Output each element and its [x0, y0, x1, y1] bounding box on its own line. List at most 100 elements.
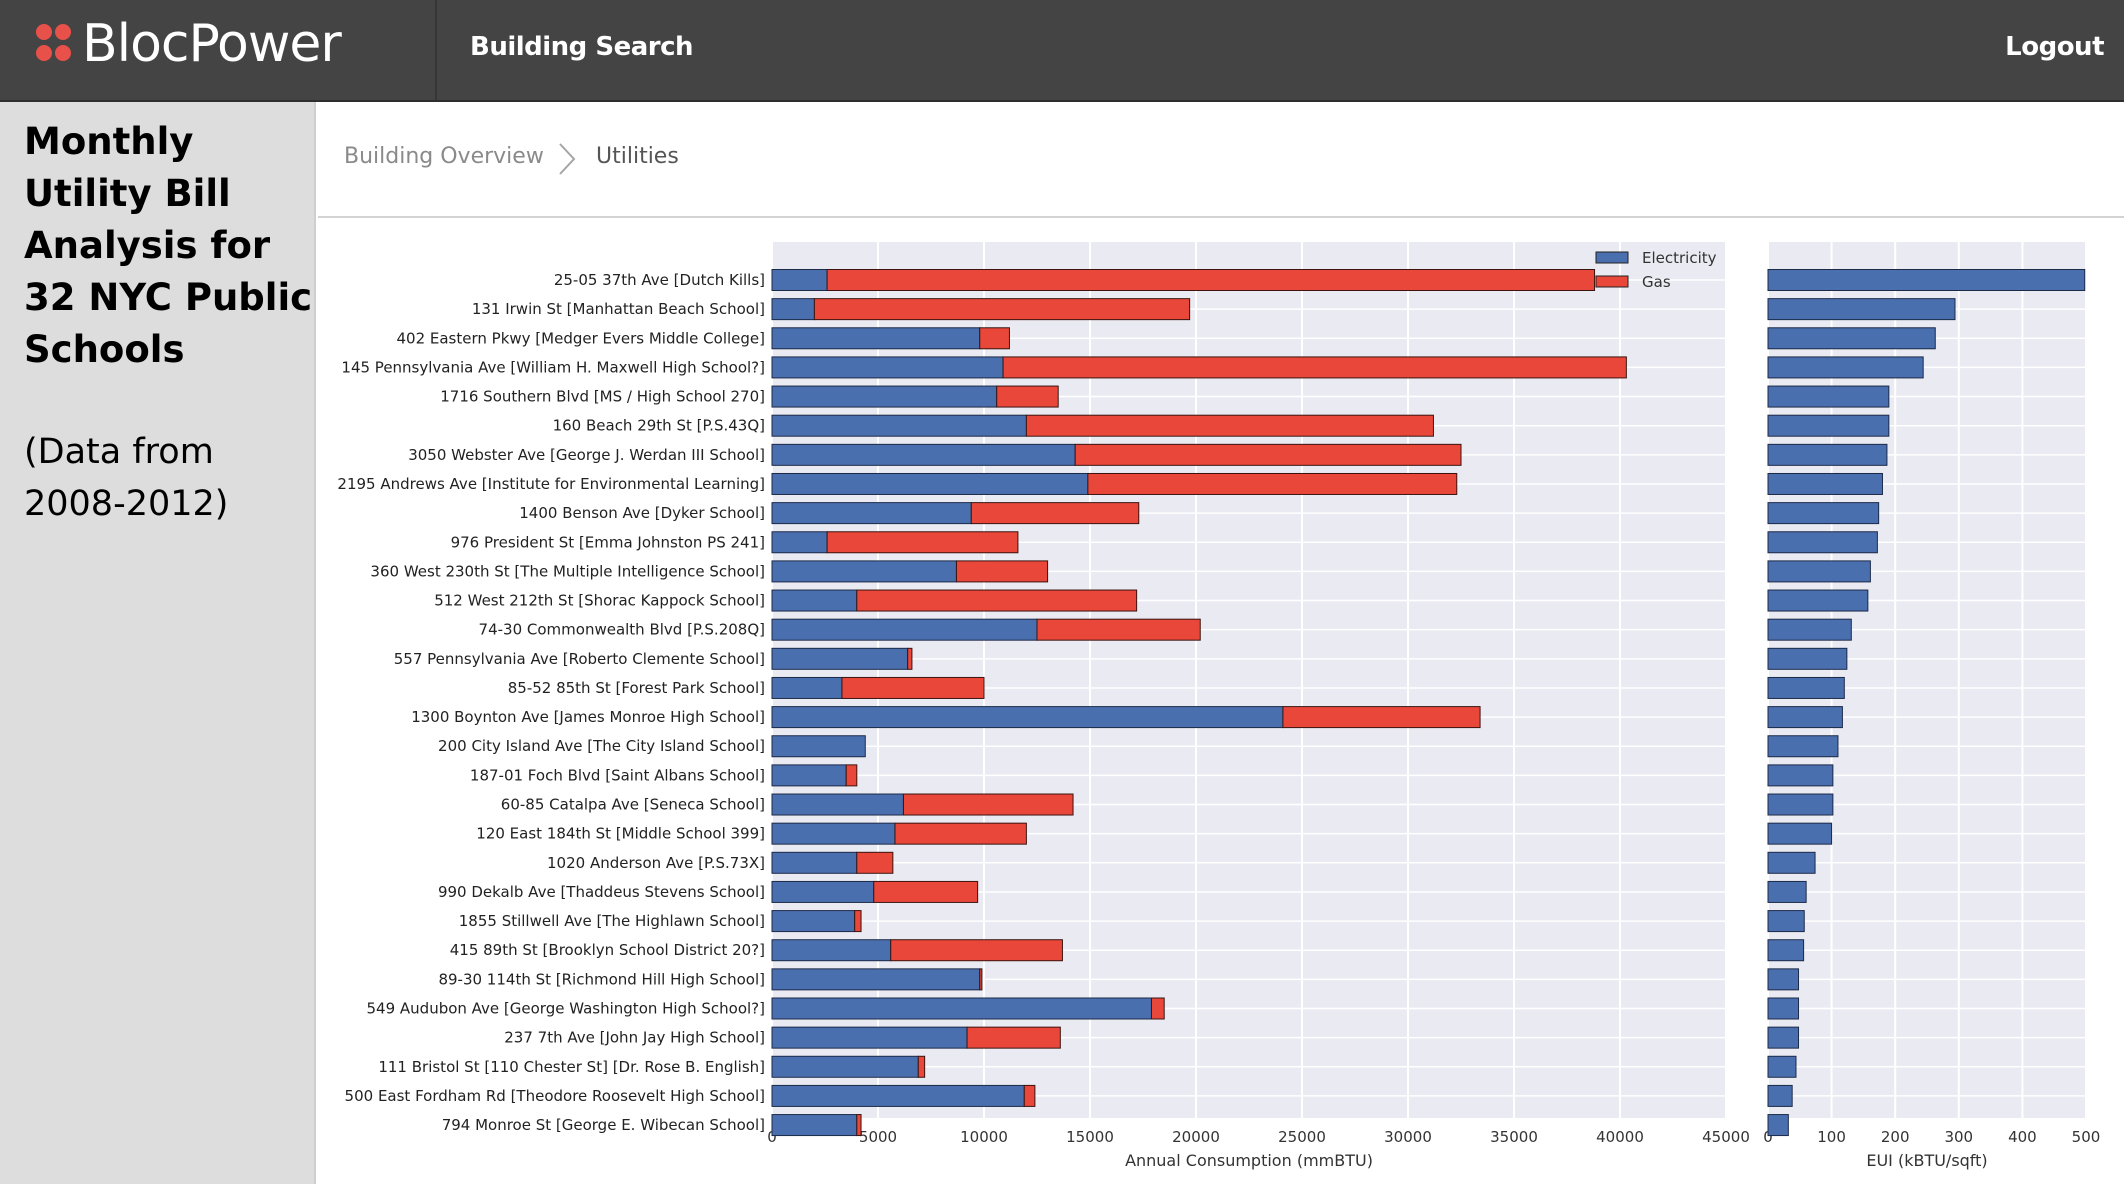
consumption-tick-label: 0: [767, 1128, 777, 1146]
building-label: 111 Bristol St [110 Chester St] [Dr. Ros…: [378, 1058, 765, 1076]
consumption-tick-label: 30000: [1384, 1128, 1432, 1146]
building-label: 976 President St [Emma Johnston PS 241]: [451, 533, 765, 551]
gas-bar: [890, 939, 1063, 962]
building-label: 794 Monroe St [George E. Wibecan School]: [442, 1116, 765, 1134]
eui-tick-label: 400: [2008, 1128, 2037, 1146]
electricity-bar: [771, 385, 998, 408]
eui-bar: [1767, 997, 1800, 1020]
eui-bar: [1767, 1026, 1800, 1049]
electricity-bar: [771, 735, 866, 758]
eui-tick-label: 500: [2072, 1128, 2101, 1146]
electricity-bar: [771, 676, 843, 699]
gas-bar: [917, 1055, 926, 1078]
building-label: 131 Irwin St [Manhattan Beach School]: [472, 300, 765, 318]
gas-bar: [826, 269, 1596, 291]
gas-bar: [1150, 997, 1165, 1020]
gas-bar: [970, 502, 1140, 525]
gas-bar: [856, 1114, 862, 1137]
consumption-tick-label: 45000: [1702, 1128, 1750, 1146]
electricity-bar: [771, 618, 1038, 641]
sidebar: [0, 102, 316, 1184]
electricity-bar: [771, 1114, 858, 1137]
eui-bar: [1767, 1084, 1793, 1107]
consumption-tick-label: 10000: [960, 1128, 1008, 1146]
electricity-bar: [771, 443, 1076, 466]
eui-axis-label: EUI (kBTU/sqft): [1866, 1151, 1987, 1170]
consumption-tick-label: 40000: [1596, 1128, 1644, 1146]
breadcrumb-utilities: Utilities: [596, 144, 679, 169]
electricity-bar: [771, 939, 892, 962]
building-label: 25-05 37th Ave [Dutch Kills]: [554, 271, 765, 289]
eui-bar: [1767, 910, 1805, 933]
eui-tick-label: 0: [1763, 1128, 1773, 1146]
building-label: 1716 Southern Blvd [MS / High School 270…: [440, 388, 765, 406]
eui-bar: [1767, 385, 1890, 408]
data-range-note: (Data from 2008-2012): [24, 432, 229, 524]
gas-bar: [907, 647, 913, 670]
building-label: 200 City Island Ave [The City Island Sch…: [438, 737, 765, 755]
utility-charts-svg: 0 5000 10000 15000 20000 25000 30000 35000 40000…: [337, 242, 2101, 1170]
eui-bar: [1767, 298, 1956, 321]
electricity-bar: [771, 1026, 968, 1049]
gas-bar: [854, 910, 862, 933]
eui-bar: [1767, 269, 2086, 291]
eui-bar: [1767, 502, 1880, 525]
building-label: 187-01 Foch Blvd [Saint Albans School]: [470, 766, 765, 784]
gas-bar: [826, 531, 1019, 554]
building-label: 402 Eastern Pkwy [Medger Evers Middle Co…: [396, 329, 765, 347]
electricity-bar: [771, 1055, 919, 1078]
building-label: 360 West 230th St [The Multiple Intellig…: [370, 562, 765, 580]
building-label: 990 Dekalb Ave [Thaddeus Stevens School]: [438, 883, 765, 901]
gas-bar: [856, 589, 1138, 612]
brand-logo[interactable]: BlocPower: [0, 0, 437, 100]
building-label: 1855 Stillwell Ave [The Highlawn School]: [459, 912, 765, 930]
eui-bar: [1767, 676, 1845, 699]
legend-label-electricity: Electricity: [1642, 249, 1717, 267]
building-label: 1300 Boynton Ave [James Monroe High Scho…: [411, 708, 765, 726]
electricity-bar: [771, 298, 815, 321]
page-title: Monthly Utility Bill Analysis for 32 NYC…: [24, 120, 313, 371]
gas-bar: [979, 327, 1010, 350]
gas-bar: [979, 968, 983, 991]
gas-bar: [873, 880, 979, 903]
eui-tick-label: 300: [1944, 1128, 1973, 1146]
building-label: 145 Pennsylvania Ave [William H. Maxwell…: [341, 358, 765, 376]
gas-bar: [1087, 472, 1458, 495]
eui-bar: [1767, 589, 1869, 612]
breadcrumb-building-overview[interactable]: Building Overview: [344, 144, 544, 169]
eui-bar: [1767, 822, 1833, 845]
gas-bar: [813, 298, 1191, 321]
logout-link[interactable]: Logout: [2005, 32, 2104, 62]
electricity-bar: [771, 589, 858, 612]
eui-bar: [1767, 764, 1834, 787]
eui-bar: [1767, 472, 1883, 495]
gas-bar: [1036, 618, 1201, 641]
building-label: 512 West 212th St [Shorac Kappock School…: [434, 592, 765, 610]
gas-bar: [1025, 414, 1434, 437]
consumption-tick-label: 15000: [1066, 1128, 1114, 1146]
gas-bar: [841, 676, 985, 699]
building-label: 415 89th St [Brooklyn School District 20…: [450, 941, 765, 959]
gas-bar: [955, 560, 1049, 583]
gas-bar: [856, 851, 894, 874]
building-label: 1020 Anderson Ave [P.S.73X]: [547, 854, 765, 872]
building-label: 120 East 184th St [Middle School 399]: [476, 825, 765, 843]
eui-bar: [1767, 414, 1890, 437]
electricity-bar: [771, 269, 828, 291]
eui-bar: [1767, 851, 1816, 874]
electricity-bar: [771, 531, 828, 554]
electricity-bar: [771, 764, 847, 787]
eui-bar: [1767, 880, 1807, 903]
eui-bar: [1767, 793, 1834, 816]
building-search-link[interactable]: Building Search: [470, 32, 694, 62]
eui-bar: [1767, 327, 1936, 350]
consumption-tick-label: 20000: [1172, 1128, 1220, 1146]
electricity-bar: [771, 327, 981, 350]
electricity-bar: [771, 910, 856, 933]
utility-charts: 0 5000 10000 15000 20000 25000 30000 35000 40000…: [318, 218, 2124, 1184]
electricity-bar: [771, 880, 875, 903]
building-label: 60-85 Catalpa Ave [Seneca School]: [501, 796, 765, 814]
electricity-bar: [771, 968, 981, 991]
electricity-bar: [771, 997, 1152, 1020]
gas-bar: [996, 385, 1059, 408]
